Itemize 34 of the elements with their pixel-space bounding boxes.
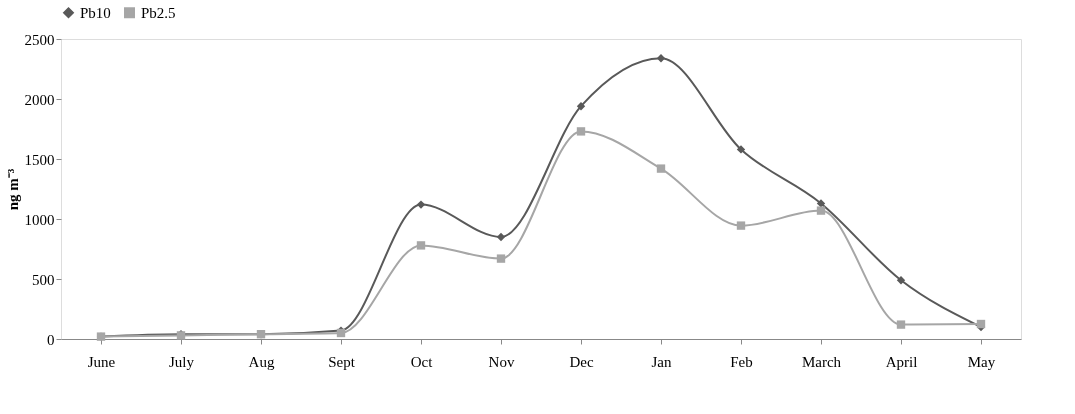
x-tick-label: Oct: [410, 353, 434, 370]
x-tick-label: Sept: [328, 353, 356, 370]
x-tick-label: March: [801, 353, 842, 370]
point: [576, 102, 586, 111]
point: [496, 254, 506, 263]
point: [816, 206, 826, 215]
x-tick-label: Aug: [248, 353, 275, 370]
point: [736, 221, 746, 230]
point: [576, 127, 586, 136]
x-tick-label: Dec: [569, 353, 594, 370]
point: [736, 145, 746, 154]
y-tick-label: 1000: [24, 211, 55, 228]
y-tick-label: 500: [32, 271, 55, 288]
x-tick-label: Jan: [651, 353, 672, 370]
point: [496, 232, 506, 242]
y-axis-title: ng m⁻³: [4, 168, 21, 211]
y-tick-label: 2000: [24, 91, 55, 108]
y-tick-label: 2500: [24, 31, 55, 48]
point: [896, 320, 906, 329]
x-tick-label: Feb: [730, 353, 753, 370]
x-tick-label: Nov: [488, 353, 515, 370]
y-tick-label: 0: [47, 331, 55, 348]
x-tick-label: June: [87, 353, 116, 370]
legend-label: Pb2.5: [141, 4, 176, 21]
y-tick-label: 1500: [24, 151, 55, 168]
point: [416, 200, 426, 209]
legend-label: Pb10: [80, 4, 111, 21]
point: [896, 276, 906, 285]
x-tick-label: April: [885, 353, 918, 370]
point: [656, 54, 666, 63]
point: [416, 241, 426, 250]
x-tick-label: July: [168, 353, 195, 370]
point: [656, 164, 666, 173]
x-tick-label: May: [967, 353, 996, 370]
